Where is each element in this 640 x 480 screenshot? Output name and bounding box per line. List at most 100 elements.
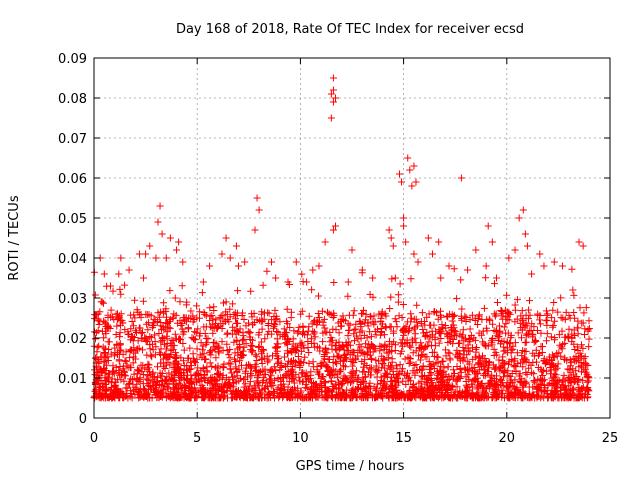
data-point bbox=[369, 274, 377, 282]
data-point bbox=[241, 258, 249, 266]
data-point bbox=[428, 250, 436, 258]
data-point bbox=[385, 226, 393, 234]
data-point bbox=[435, 238, 443, 246]
data-point bbox=[523, 242, 531, 250]
data-point bbox=[251, 226, 259, 234]
data-point bbox=[234, 262, 242, 270]
y-tick-label: 0.09 bbox=[58, 52, 87, 67]
data-point bbox=[158, 230, 166, 238]
data-point bbox=[536, 250, 544, 258]
data-point bbox=[579, 242, 587, 250]
data-point bbox=[410, 250, 418, 258]
data-point bbox=[391, 274, 399, 282]
x-tick-label: 15 bbox=[395, 431, 412, 446]
data-point bbox=[515, 214, 523, 222]
y-tick-label: 0.02 bbox=[58, 332, 87, 347]
data-points bbox=[94, 74, 587, 318]
data-point bbox=[162, 254, 170, 262]
data-point bbox=[410, 162, 418, 170]
data-point bbox=[550, 258, 558, 266]
dense-noise-band bbox=[90, 265, 593, 402]
y-tick-label: 0.01 bbox=[58, 372, 87, 387]
data-point bbox=[140, 274, 148, 282]
x-tick-label: 20 bbox=[499, 431, 516, 446]
dense-point-cloud bbox=[90, 265, 593, 402]
data-point bbox=[437, 274, 445, 282]
data-point bbox=[540, 262, 548, 270]
data-point bbox=[329, 226, 337, 234]
data-point bbox=[315, 262, 323, 270]
data-point bbox=[199, 278, 207, 286]
data-point bbox=[292, 258, 300, 266]
data-point bbox=[575, 238, 583, 246]
data-point bbox=[100, 270, 108, 278]
data-point bbox=[402, 238, 410, 246]
data-point bbox=[154, 218, 162, 226]
data-point bbox=[173, 246, 181, 254]
data-point bbox=[424, 234, 432, 242]
data-point bbox=[255, 206, 263, 214]
data-point bbox=[303, 278, 311, 286]
data-point bbox=[406, 166, 414, 174]
data-point bbox=[152, 254, 160, 262]
data-point bbox=[117, 254, 125, 262]
data-point bbox=[488, 238, 496, 246]
data-point bbox=[408, 182, 416, 190]
y-tick-label: 0 bbox=[79, 412, 87, 427]
data-point bbox=[156, 202, 164, 210]
data-point bbox=[115, 270, 123, 278]
data-point bbox=[284, 278, 292, 286]
data-point bbox=[472, 246, 480, 254]
plot-frame bbox=[93, 57, 611, 419]
data-point bbox=[387, 234, 395, 242]
data-point bbox=[146, 242, 154, 250]
data-point bbox=[329, 86, 337, 94]
data-point bbox=[331, 222, 339, 230]
data-point bbox=[206, 262, 214, 270]
data-point bbox=[226, 254, 234, 262]
data-point bbox=[125, 266, 133, 274]
y-tick-label: 0.06 bbox=[58, 172, 87, 187]
data-point bbox=[505, 254, 513, 262]
data-point bbox=[414, 258, 422, 266]
data-point bbox=[492, 274, 500, 282]
x-tick-label: 5 bbox=[193, 431, 201, 446]
data-point bbox=[331, 94, 339, 102]
data-point bbox=[389, 242, 397, 250]
data-point bbox=[559, 262, 567, 270]
data-point bbox=[327, 114, 335, 122]
data-point bbox=[464, 266, 472, 274]
data-point bbox=[412, 178, 420, 186]
data-point bbox=[521, 230, 529, 238]
data-point bbox=[404, 154, 412, 162]
data-point bbox=[142, 250, 150, 258]
data-point bbox=[222, 234, 230, 242]
data-point bbox=[268, 258, 276, 266]
data-point bbox=[309, 266, 317, 274]
data-point bbox=[484, 222, 492, 230]
axis-ticks: 0 0.01 0.02 0.03 0.04 0.05 0.06 0.07 0.08 0.09 0 5 1… bbox=[58, 52, 618, 446]
y-tick-label: 0.07 bbox=[58, 132, 87, 147]
data-point bbox=[528, 270, 536, 278]
data-point bbox=[272, 274, 280, 282]
data-point bbox=[400, 214, 408, 222]
data-point bbox=[321, 238, 329, 246]
y-tick-label: 0.05 bbox=[58, 212, 87, 227]
data-point bbox=[218, 250, 226, 258]
y-tick-label: 0.03 bbox=[58, 292, 87, 307]
data-point bbox=[232, 242, 240, 250]
y-tick-label: 0.08 bbox=[58, 92, 87, 107]
x-tick-label: 10 bbox=[292, 431, 309, 446]
x-tick-label: 0 bbox=[90, 431, 98, 446]
data-point bbox=[329, 98, 337, 106]
data-point bbox=[107, 282, 115, 290]
data-point bbox=[445, 262, 453, 270]
data-point bbox=[482, 262, 490, 270]
data-point bbox=[398, 178, 406, 186]
chart-title: Day 168 of 2018, Rate Of TEC Index for r… bbox=[176, 22, 524, 37]
data-point bbox=[175, 238, 183, 246]
data-point bbox=[98, 298, 106, 306]
data-point bbox=[94, 310, 102, 318]
data-point bbox=[179, 258, 187, 266]
